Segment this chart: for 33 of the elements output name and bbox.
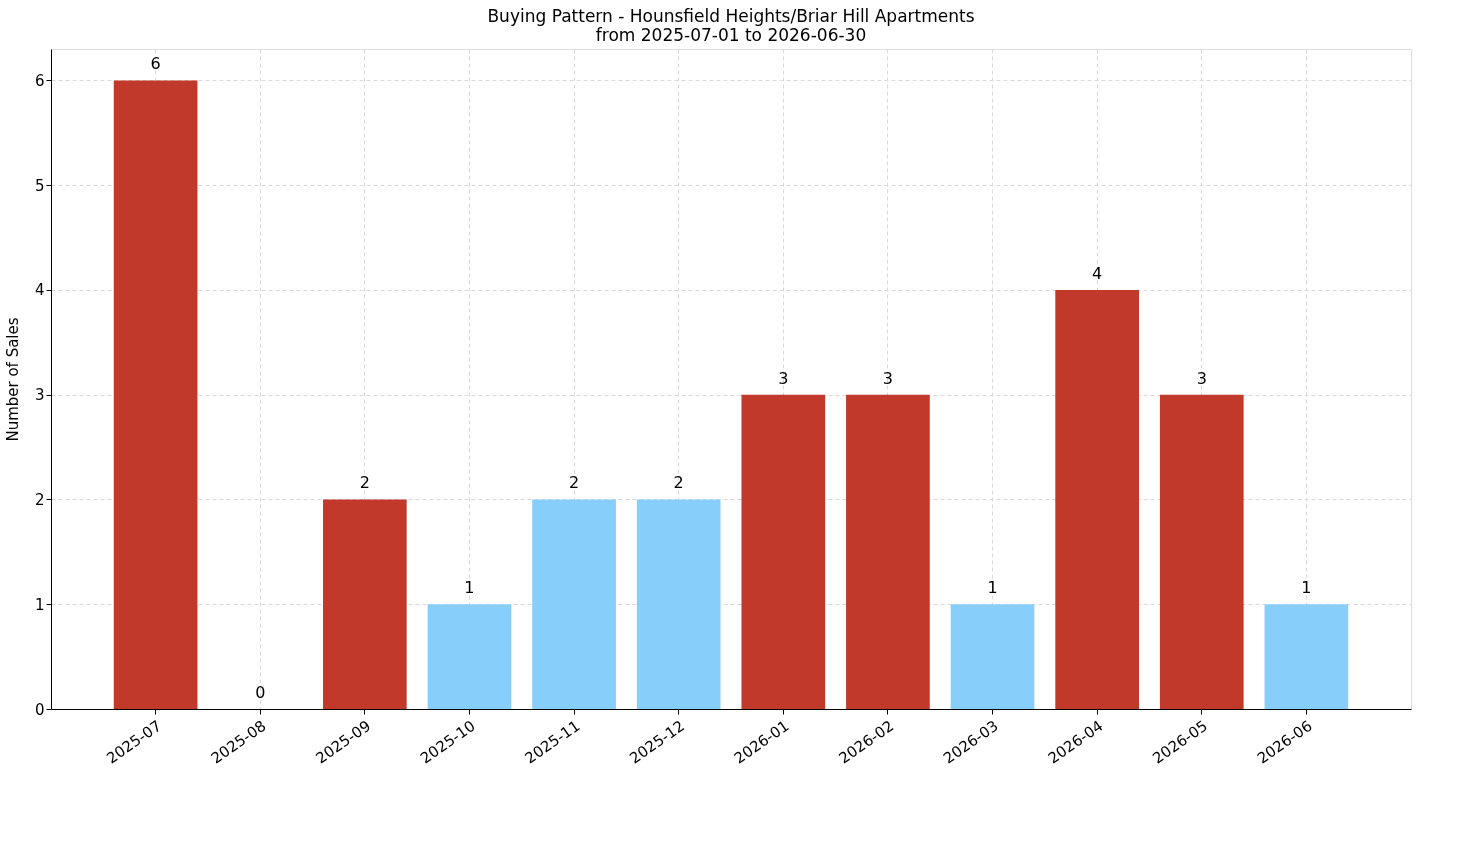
bar <box>846 394 930 709</box>
y-tick-label: 3 <box>34 386 45 405</box>
data-label: 2 <box>673 473 684 493</box>
data-label: 1 <box>1301 578 1312 598</box>
data-label: 1 <box>464 578 475 598</box>
data-label: 3 <box>1196 368 1207 388</box>
y-tick-label: 5 <box>34 176 45 195</box>
bar <box>1159 394 1244 709</box>
data-label: 2 <box>359 473 370 493</box>
bar <box>1264 604 1349 709</box>
y-tick-label: 1 <box>34 595 45 614</box>
data-label: 1 <box>987 578 998 598</box>
bar <box>427 604 512 709</box>
bar <box>532 499 616 709</box>
data-label: 3 <box>882 368 894 388</box>
data-label: 6 <box>150 54 161 74</box>
bar <box>323 499 407 709</box>
y-axis-title: Number of Sales <box>3 317 22 442</box>
bar <box>741 394 826 709</box>
y-tick-label: 0 <box>34 700 45 719</box>
data-label: 3 <box>778 368 789 388</box>
data-label: 0 <box>255 683 266 702</box>
bar <box>950 604 1035 709</box>
data-label: 4 <box>1092 263 1103 283</box>
bar <box>113 80 198 709</box>
bar <box>1055 289 1139 709</box>
data-label: 2 <box>568 473 580 493</box>
bar <box>636 499 721 709</box>
y-tick-label: 4 <box>34 281 45 300</box>
y-tick-label: 6 <box>34 71 45 90</box>
chart-title: Buying Pattern - Hounsfield Heights/Briar Hill Apartments <box>487 6 975 26</box>
chart-subtitle: from 2025-07-01 to 2026-06-30 <box>595 25 867 45</box>
y-tick-label: 2 <box>34 490 45 509</box>
